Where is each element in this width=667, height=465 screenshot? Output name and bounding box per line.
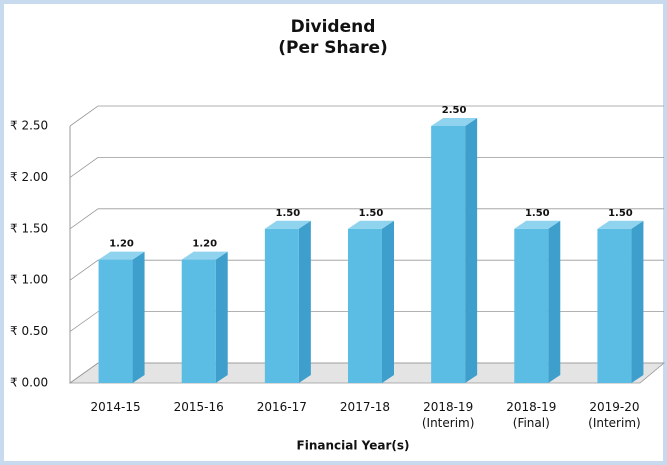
bar-front	[98, 259, 133, 383]
bar-top	[597, 220, 644, 229]
bar-top	[98, 251, 145, 260]
y-tick-label: ₹ 2.00	[10, 170, 48, 184]
value-label: 1.20	[109, 239, 134, 250]
bar	[264, 220, 311, 383]
x-tick-label: 2016-17	[257, 400, 307, 414]
bar-side	[465, 118, 478, 383]
grid-line	[69, 105, 664, 127]
x-tick-label: 2018-19 (Final)	[506, 400, 556, 430]
bar-front	[264, 228, 299, 383]
x-tick-label: 2018-19 (Interim)	[422, 400, 475, 430]
bar-front	[181, 259, 216, 383]
value-label: 1.50	[359, 208, 384, 219]
bar-side	[548, 220, 561, 383]
panel	[4, 4, 663, 461]
chart-title: Dividend	[291, 17, 376, 37]
bar-side	[631, 220, 644, 383]
bar-side	[215, 251, 228, 383]
y-tick-label: ₹ 2.50	[10, 119, 48, 133]
x-tick-label: 2014-15	[91, 400, 141, 414]
y-tick-label: ₹ 1.00	[10, 273, 48, 287]
x-tick-label: 2015-16	[174, 400, 224, 414]
bar	[98, 251, 145, 383]
bar	[181, 251, 228, 383]
value-label: 2.50	[442, 105, 467, 116]
bar-front	[514, 228, 549, 383]
bar-front	[348, 228, 382, 383]
bar-side	[132, 251, 145, 383]
chart-subtitle: (Per Share)	[278, 38, 388, 58]
bar	[597, 220, 644, 383]
x-tick-label: 2017-18	[340, 400, 390, 414]
bar	[348, 220, 394, 383]
bar-front	[431, 126, 466, 383]
value-label: 1.50	[608, 208, 633, 219]
y-tick-label: ₹ 0.00	[10, 376, 48, 390]
bar	[431, 118, 478, 383]
bar-top	[264, 220, 311, 229]
bar-top	[348, 220, 394, 229]
x-axis-label: Financial Year(s)	[297, 439, 410, 453]
y-tick-label: ₹ 1.50	[10, 221, 48, 235]
value-label: 1.50	[525, 208, 550, 219]
bar-side	[382, 220, 394, 383]
bar-side	[298, 220, 311, 383]
value-label: 1.50	[276, 208, 301, 219]
x-tick-label: 2019-20 (Interim)	[588, 400, 641, 430]
bar-front	[597, 228, 632, 383]
bar-top	[431, 118, 478, 126]
bar	[514, 220, 561, 383]
bar-top	[181, 251, 228, 260]
y-tick-label: ₹ 0.50	[10, 324, 48, 338]
value-label: 1.20	[192, 239, 217, 250]
bar-top	[514, 220, 561, 229]
